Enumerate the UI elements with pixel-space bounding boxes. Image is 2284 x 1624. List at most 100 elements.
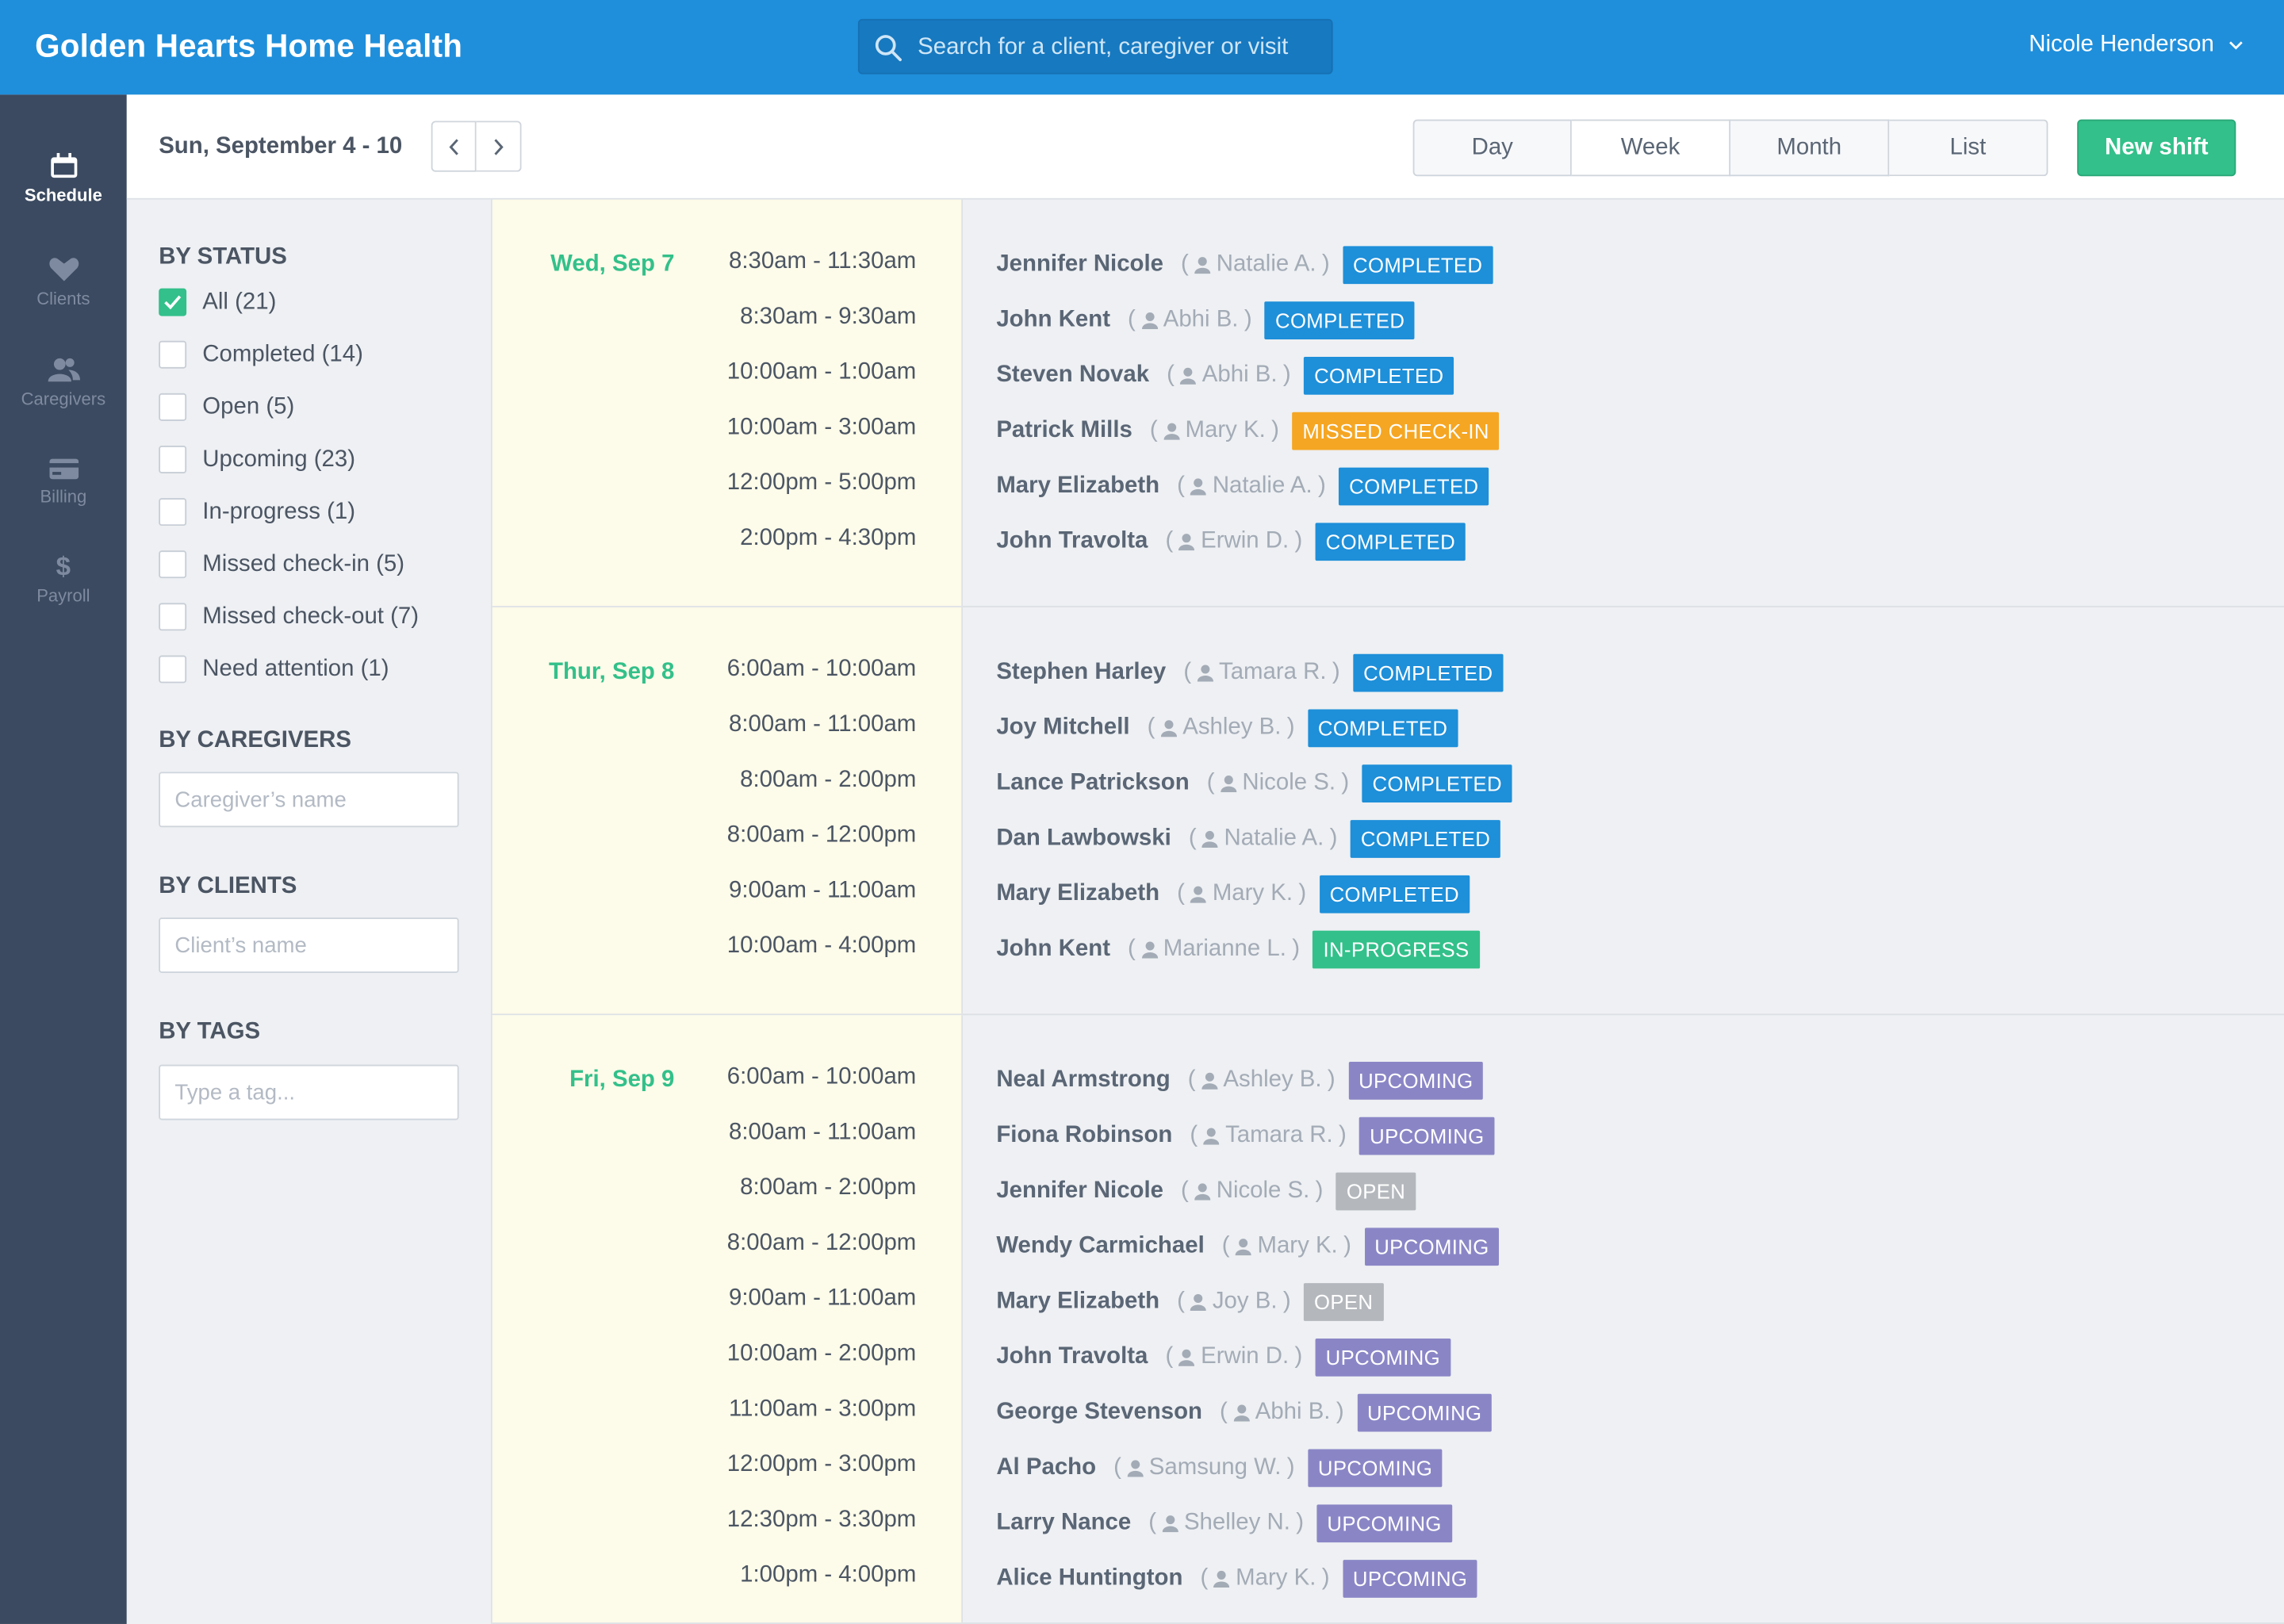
checkbox[interactable] (159, 550, 187, 579)
view-month-button[interactable]: Month (1730, 119, 1890, 177)
status-filter-option[interactable]: Open (5) (159, 393, 294, 421)
shift-row[interactable]: 9:00am - 11:00am Mary Elizabeth (Mary K.) C… (492, 867, 2284, 922)
view-day-button[interactable]: Day (1412, 119, 1572, 177)
search-input[interactable] (914, 20, 1329, 76)
next-week-button[interactable] (476, 121, 522, 172)
client-name[interactable]: Jennifer Nicole (996, 1178, 1164, 1204)
caregiver[interactable]: (Joy B.) (1177, 1289, 1291, 1314)
caregiver[interactable]: (Tamara R.) (1183, 660, 1340, 685)
caregiver[interactable]: (Natalie A.) (1181, 251, 1330, 277)
shift-row[interactable]: 12:00pm - 5:00pm Mary Elizabeth (Natalie A… (492, 459, 2284, 515)
client-name[interactable]: John Kent (996, 307, 1110, 332)
shift-row[interactable]: 8:00am - 2:00pm Jennifer Nicole (Nicole S.… (492, 1164, 2284, 1220)
status-filter-option[interactable]: Upcoming (23) (159, 446, 355, 473)
status-filter-option[interactable]: Completed (14) (159, 340, 363, 369)
shift-row[interactable]: 6:00am - 10:00am Neal Armstrong (Ashley B.… (492, 1053, 2284, 1109)
caregiver[interactable]: (Ashley B.) (1147, 714, 1295, 741)
client-name[interactable]: Fiona Robinson (996, 1123, 1173, 1148)
shift-row[interactable]: 12:30pm - 3:30pm Larry Nance (Shelley N.) U… (492, 1496, 2284, 1551)
caregiver[interactable]: (Samsung W.) (1113, 1454, 1295, 1480)
checkbox[interactable] (159, 446, 187, 473)
client-name[interactable]: Stephen Harley (996, 660, 1167, 685)
caregiver[interactable]: (Ashley B.) (1187, 1067, 1336, 1093)
nav-item-payroll[interactable]: $ Payroll (0, 552, 127, 606)
tag-input[interactable] (159, 1064, 459, 1120)
shift-row[interactable]: 1:00pm - 4:00pm Alice Huntington (Mary K.)… (492, 1551, 2284, 1607)
client-name[interactable]: Mary Elizabeth (996, 1289, 1160, 1314)
checkbox[interactable] (159, 393, 187, 421)
client-name[interactable]: John Travolta (996, 528, 1148, 553)
shift-row[interactable]: 8:30am - 9:30am John Kent (Abhi B.) COMPLET… (492, 293, 2284, 348)
nav-item-clients[interactable]: Clients (0, 256, 127, 308)
client-name[interactable]: George Stevenson (996, 1400, 1202, 1425)
view-week-button[interactable]: Week (1571, 119, 1731, 177)
checkbox[interactable] (159, 498, 187, 527)
client-name[interactable]: Joy Mitchell (996, 714, 1130, 741)
caregiver[interactable]: (Abhi B.) (1167, 362, 1291, 388)
status-filter-option[interactable]: Need attention (1) (159, 655, 389, 684)
shift-row[interactable]: 10:00am - 3:00am Patrick Mills (Mary K.) MI… (492, 404, 2284, 459)
caregiver[interactable]: (Mary K.) (1149, 418, 1279, 443)
client-name[interactable]: Wendy Carmichael (996, 1233, 1205, 1258)
shift-row[interactable]: 11:00am - 3:00pm George Stevenson (Abhi B.… (492, 1385, 2284, 1441)
client-name[interactable]: John Kent (996, 936, 1110, 962)
caregiver[interactable]: (Erwin D.) (1165, 528, 1303, 553)
client-name[interactable]: Patrick Mills (996, 418, 1132, 443)
shift-row[interactable]: 10:00am - 4:00pm John Kent (Marianne L.) IN… (492, 922, 2284, 978)
status-filter-option[interactable]: Missed check-out (7) (159, 603, 419, 631)
client-name[interactable]: Alice Huntington (996, 1565, 1183, 1591)
checkbox[interactable] (159, 603, 187, 631)
shift-row[interactable]: 2:00pm - 4:30pm John Travolta (Erwin D.) CO… (492, 514, 2284, 569)
status-filter-option[interactable]: All (21) (159, 288, 276, 316)
shift-row[interactable]: 6:00am - 10:00am Stephen Harley (Tamara R.… (492, 645, 2284, 701)
caregiver[interactable]: (Erwin D.) (1165, 1344, 1303, 1369)
client-name[interactable]: Neal Armstrong (996, 1067, 1171, 1093)
status-filter-option[interactable]: In-progress (1) (159, 498, 355, 527)
caregiver[interactable]: (Nicole S.) (1181, 1178, 1324, 1204)
checkbox[interactable] (159, 655, 187, 684)
checkbox[interactable] (159, 340, 187, 369)
shift-row[interactable]: 8:00am - 11:00am Joy Mitchell (Ashley B.) C… (492, 700, 2284, 756)
caregiver[interactable]: (Abhi B.) (1220, 1400, 1344, 1425)
client-name[interactable]: Mary Elizabeth (996, 473, 1160, 499)
shift-row[interactable]: 8:00am - 11:00am Fiona Robinson (Tamara R.… (492, 1109, 2284, 1164)
caregiver[interactable]: (Mary K.) (1177, 881, 1307, 906)
shift-row[interactable]: 8:00am - 12:00pm Wendy Carmichael (Mary K.… (492, 1219, 2284, 1274)
nav-item-caregivers[interactable]: Caregivers (0, 357, 127, 409)
caregiver[interactable]: (Nicole S.) (1206, 770, 1350, 795)
client-name-input[interactable] (159, 917, 459, 973)
client-name[interactable]: Jennifer Nicole (996, 251, 1164, 277)
status-filter-option[interactable]: Missed check-in (5) (159, 550, 404, 579)
shift-row[interactable]: 12:00pm - 3:00pm Al Pacho (Samsung W.) UPCO… (492, 1441, 2284, 1496)
new-shift-button[interactable]: New shift (2077, 119, 2236, 177)
caregiver-name-input[interactable] (159, 772, 459, 828)
client-name[interactable]: Al Pacho (996, 1454, 1097, 1480)
caregiver[interactable]: (Natalie A.) (1177, 473, 1326, 499)
shift-row[interactable]: 8:00am - 2:00pm Lance Patrickson (Nicole S… (492, 756, 2284, 811)
caregiver[interactable]: (Natalie A.) (1188, 825, 1338, 851)
nav-item-billing[interactable]: Billing (0, 458, 127, 507)
client-name[interactable]: Steven Novak (996, 362, 1150, 388)
client-name[interactable]: Dan Lawbowski (996, 825, 1171, 851)
prev-week-button[interactable] (431, 121, 477, 172)
caregiver[interactable]: (Mary K.) (1221, 1233, 1351, 1258)
user-menu[interactable]: Nicole Henderson (2029, 32, 2243, 58)
caregiver[interactable]: (Abhi B.) (1128, 307, 1252, 332)
shift-row[interactable]: 8:30am - 11:30am Jennifer Nicole (Natalie … (492, 237, 2284, 293)
caregiver[interactable]: (Marianne L.) (1128, 936, 1301, 962)
caregiver[interactable]: (Tamara R.) (1190, 1123, 1347, 1148)
client-name[interactable]: Larry Nance (996, 1510, 1132, 1535)
shift-row[interactable]: 9:00am - 11:00am Mary Elizabeth (Joy B.) OP… (492, 1274, 2284, 1330)
client-name[interactable]: Lance Patrickson (996, 770, 1190, 795)
shift-row[interactable]: 10:00am - 2:00pm John Travolta (Erwin D.) U… (492, 1330, 2284, 1385)
caregiver[interactable]: (Mary K.) (1200, 1565, 1330, 1591)
shift-row[interactable]: 8:00am - 12:00pm Dan Lawbowski (Natalie A.… (492, 811, 2284, 867)
checkbox[interactable] (159, 288, 187, 316)
nav-item-schedule[interactable]: Schedule (0, 152, 127, 205)
client-name[interactable]: Mary Elizabeth (996, 881, 1160, 906)
search-box[interactable] (857, 18, 1333, 76)
caregiver[interactable]: (Shelley N.) (1148, 1510, 1305, 1535)
view-list-button[interactable]: List (1889, 119, 2048, 177)
shift-row[interactable]: 10:00am - 1:00am Steven Novak (Abhi B.) COM… (492, 348, 2284, 404)
client-name[interactable]: John Travolta (996, 1344, 1148, 1369)
